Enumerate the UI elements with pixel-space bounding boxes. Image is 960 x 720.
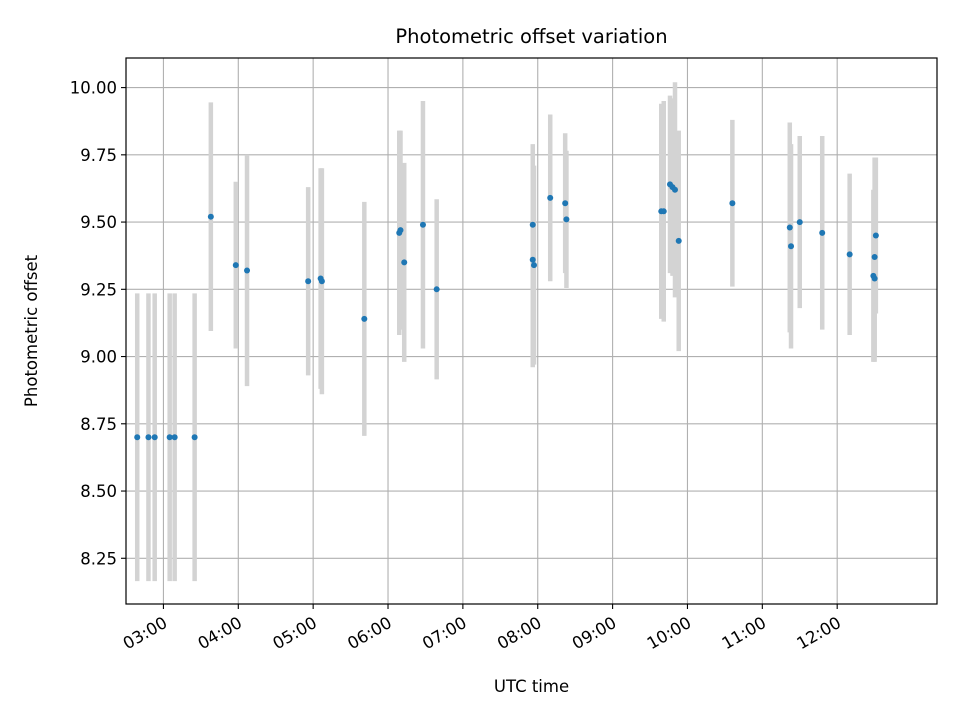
y-tick-label: 9.25 <box>80 280 117 299</box>
x-gridlines <box>162 58 838 604</box>
x-axis-label: UTC time <box>494 677 569 696</box>
data-point <box>145 434 152 441</box>
chart-title: Photometric offset variation <box>395 25 667 48</box>
data-point <box>530 262 537 269</box>
y-axis-label: Photometric offset <box>22 254 41 407</box>
y-tick-label: 9.50 <box>80 213 117 232</box>
data-point <box>819 229 826 236</box>
y-tick-label: 8.25 <box>80 549 117 568</box>
data-point <box>660 208 667 215</box>
data-point <box>547 194 554 201</box>
data-point <box>244 267 251 274</box>
y-tick-label: 8.50 <box>80 482 117 501</box>
data-point <box>529 256 536 263</box>
data-point <box>729 200 736 207</box>
data-point <box>318 278 325 285</box>
data-point <box>166 434 173 441</box>
data-points <box>134 181 879 441</box>
data-point <box>171 434 178 441</box>
data-point <box>305 278 312 285</box>
data-point <box>433 286 440 293</box>
data-point <box>361 315 368 322</box>
data-point <box>563 216 570 223</box>
data-point <box>788 243 795 250</box>
data-point <box>675 237 682 244</box>
data-point <box>134 434 141 441</box>
data-point <box>871 275 878 282</box>
data-point <box>232 262 239 269</box>
data-point <box>397 227 404 234</box>
data-point <box>401 259 408 266</box>
data-point <box>419 221 426 228</box>
data-point <box>191 434 198 441</box>
plot-area-frame <box>125 57 938 605</box>
y-tick-label: 9.75 <box>80 146 117 165</box>
data-point <box>671 186 678 193</box>
data-point <box>562 200 569 207</box>
data-point <box>846 251 853 258</box>
data-point <box>786 224 793 231</box>
y-tick-label: 10.00 <box>70 79 117 98</box>
data-point <box>529 221 536 228</box>
y-tick-label: 8.75 <box>80 415 117 434</box>
data-point <box>872 232 879 239</box>
y-axis-ticks: 8.25 8.50 8.75 9.00 9.25 9.50 9.75 10.00 <box>70 79 126 568</box>
data-point <box>871 254 878 261</box>
y-tick-label: 9.00 <box>80 348 117 367</box>
data-point <box>207 213 214 220</box>
data-point <box>151 434 158 441</box>
data-point <box>796 219 803 226</box>
